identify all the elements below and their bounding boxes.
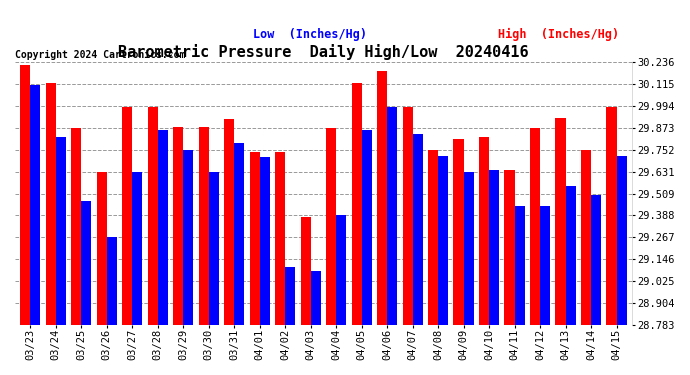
- Bar: [377, 71, 387, 325]
- Bar: [464, 172, 474, 325]
- Bar: [555, 118, 566, 325]
- Bar: [107, 237, 117, 325]
- Bar: [173, 127, 184, 325]
- Bar: [479, 138, 489, 325]
- Bar: [81, 201, 92, 325]
- Bar: [607, 107, 617, 325]
- Bar: [71, 129, 81, 325]
- Bar: [362, 130, 372, 325]
- Bar: [438, 156, 449, 325]
- Bar: [515, 206, 525, 325]
- Bar: [453, 139, 464, 325]
- Title: Barometric Pressure  Daily High/Low  20240416: Barometric Pressure Daily High/Low 20240…: [118, 44, 529, 60]
- Bar: [224, 120, 234, 325]
- Bar: [275, 152, 285, 325]
- Bar: [46, 83, 56, 325]
- Bar: [301, 217, 310, 325]
- Bar: [310, 271, 321, 325]
- Bar: [413, 134, 423, 325]
- Bar: [184, 150, 193, 325]
- Bar: [530, 129, 540, 325]
- Bar: [30, 85, 41, 325]
- Text: Low  (Inches/Hg): Low (Inches/Hg): [253, 28, 366, 42]
- Bar: [617, 156, 627, 325]
- Bar: [199, 127, 209, 325]
- Bar: [20, 65, 30, 325]
- Bar: [504, 170, 515, 325]
- Text: High  (Inches/Hg): High (Inches/Hg): [498, 28, 620, 42]
- Bar: [132, 172, 142, 325]
- Bar: [285, 267, 295, 325]
- Bar: [351, 83, 362, 325]
- Bar: [326, 129, 336, 325]
- Text: Copyright 2024 Cartronics.com: Copyright 2024 Cartronics.com: [15, 50, 186, 60]
- Bar: [250, 152, 259, 325]
- Bar: [387, 107, 397, 325]
- Bar: [591, 195, 602, 325]
- Bar: [581, 150, 591, 325]
- Bar: [259, 158, 270, 325]
- Bar: [540, 206, 551, 325]
- Bar: [234, 143, 244, 325]
- Bar: [56, 138, 66, 325]
- Bar: [489, 170, 500, 325]
- Bar: [402, 107, 413, 325]
- Bar: [209, 172, 219, 325]
- Bar: [566, 186, 576, 325]
- Bar: [97, 172, 107, 325]
- Bar: [428, 150, 438, 325]
- Bar: [336, 215, 346, 325]
- Bar: [122, 107, 132, 325]
- Bar: [158, 130, 168, 325]
- Bar: [148, 107, 158, 325]
